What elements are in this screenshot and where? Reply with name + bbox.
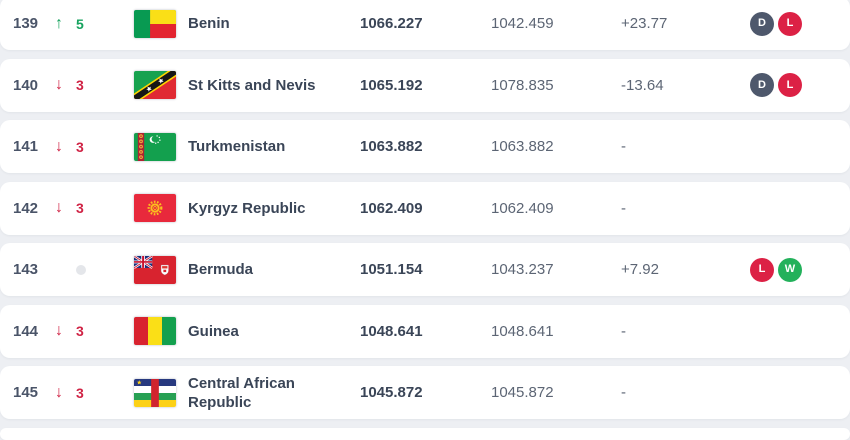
- country-name: Bermuda: [188, 261, 254, 278]
- points-change-value: +7.92: [621, 261, 659, 278]
- previous-points-value: 1048.641: [491, 322, 554, 340]
- rank-movement: [55, 264, 134, 275]
- turkmenistan-flag-icon: [134, 133, 176, 161]
- previous-points-value: 1045.872: [491, 384, 554, 401]
- previous-points-value: 1078.835: [491, 76, 554, 94]
- rank-value: 139: [13, 15, 39, 32]
- movement-value: 3: [76, 138, 84, 155]
- down-arrow-icon: ↓: [55, 76, 63, 93]
- total-points-value: 1062.409: [360, 199, 423, 217]
- movement-value: 3: [76, 200, 84, 216]
- country-name: Turkmenistan: [188, 138, 286, 155]
- points-change-value: +23.77: [621, 15, 668, 32]
- rank-movement: ↓ 3: [55, 200, 134, 216]
- ranking-row[interactable]: 145 ↓ 3 Central African Republic 1045.87…: [0, 366, 850, 419]
- points-change-value: -: [621, 199, 626, 217]
- rank-value: 143: [13, 261, 39, 278]
- country-name: St Kitts and Nevis: [188, 76, 316, 94]
- country-flag: [134, 379, 188, 407]
- match-result-badge-l[interactable]: L: [778, 11, 802, 36]
- st-kitts-and-nevis-flag-icon: [134, 71, 176, 99]
- rank-movement: ↓ 3: [55, 137, 134, 155]
- movement-value: 3: [76, 77, 84, 93]
- ranking-row[interactable]: 139 ↑ 5 Benin 1066.227 1042.459 +23.77 D…: [0, 0, 850, 50]
- kyrgyz-republic-flag-icon: [134, 194, 176, 222]
- country-flag: [134, 317, 188, 345]
- rank-movement: ↓ 3: [55, 383, 134, 401]
- country-name: Benin: [188, 15, 230, 32]
- match-result-badge-d[interactable]: D: [750, 11, 774, 36]
- country-flag: [134, 71, 188, 99]
- country-flag: [134, 194, 188, 222]
- no-change-dot-icon: [76, 264, 86, 275]
- total-points-value: 1065.192: [360, 76, 423, 94]
- points-change-value: -13.64: [621, 76, 664, 94]
- previous-points-value: 1043.237: [491, 261, 554, 278]
- ranking-row[interactable]: 141 ↓ 3 Turkmenistan 1063.882 1063.882 -: [0, 120, 850, 173]
- guinea-flag-icon: [134, 317, 176, 345]
- country-flag: [134, 256, 188, 284]
- movement-value: 3: [76, 384, 84, 401]
- previous-points-value: 1062.409: [491, 199, 554, 217]
- total-points-value: 1066.227: [360, 15, 423, 32]
- central-african-republic-flag-icon: [134, 379, 176, 407]
- country-flag: [134, 133, 188, 161]
- total-points-value: 1048.641: [360, 322, 423, 340]
- match-result-badge-w[interactable]: W: [778, 257, 802, 282]
- benin-flag-icon: [134, 10, 176, 38]
- rank-movement: ↑ 5: [55, 14, 134, 32]
- down-arrow-icon: ↓: [55, 383, 63, 401]
- ranking-row[interactable]: 142 ↓ 3 Kyrgyz Republic 1062.409 1062.40…: [0, 181, 850, 235]
- rank-value: 140: [13, 76, 39, 94]
- ranking-row[interactable]: 144 ↓ 3 Guinea 1048.641 1048.641 -: [0, 304, 850, 358]
- up-arrow-icon: ↑: [55, 14, 63, 32]
- rank-value: 145: [13, 384, 39, 401]
- country-flag: [134, 10, 188, 38]
- points-change-value: -: [621, 384, 626, 401]
- rank-movement: ↓ 3: [55, 77, 134, 93]
- match-result-badge-d[interactable]: D: [750, 73, 774, 97]
- total-points-value: 1063.882: [360, 138, 423, 155]
- total-points-value: 1045.872: [360, 384, 423, 401]
- country-name: Central African Republic: [188, 374, 295, 411]
- down-arrow-icon: ↓: [55, 199, 63, 216]
- rank-movement: ↓ 3: [55, 323, 134, 339]
- movement-value: 5: [76, 15, 84, 32]
- movement-value: 3: [76, 323, 84, 339]
- previous-points-value: 1042.459: [491, 15, 554, 32]
- down-arrow-icon: ↓: [55, 322, 63, 339]
- previous-points-value: 1063.882: [491, 138, 554, 155]
- rank-value: 142: [13, 199, 39, 217]
- points-change-value: -: [621, 322, 626, 340]
- ranking-row[interactable]: 140 ↓ 3 St Kitts and Nevis 1065.192 1078…: [0, 58, 850, 112]
- points-change-value: -: [621, 138, 626, 155]
- total-points-value: 1051.154: [360, 261, 423, 278]
- match-result-badge-l[interactable]: L: [778, 73, 802, 97]
- country-name: Kyrgyz Republic: [188, 199, 306, 217]
- down-arrow-icon: ↓: [55, 137, 63, 155]
- country-name: Guinea: [188, 322, 239, 340]
- match-result-badge-l[interactable]: L: [750, 257, 774, 282]
- rank-value: 141: [13, 138, 39, 155]
- rank-value: 144: [13, 322, 39, 340]
- bermuda-flag-icon: [134, 256, 176, 284]
